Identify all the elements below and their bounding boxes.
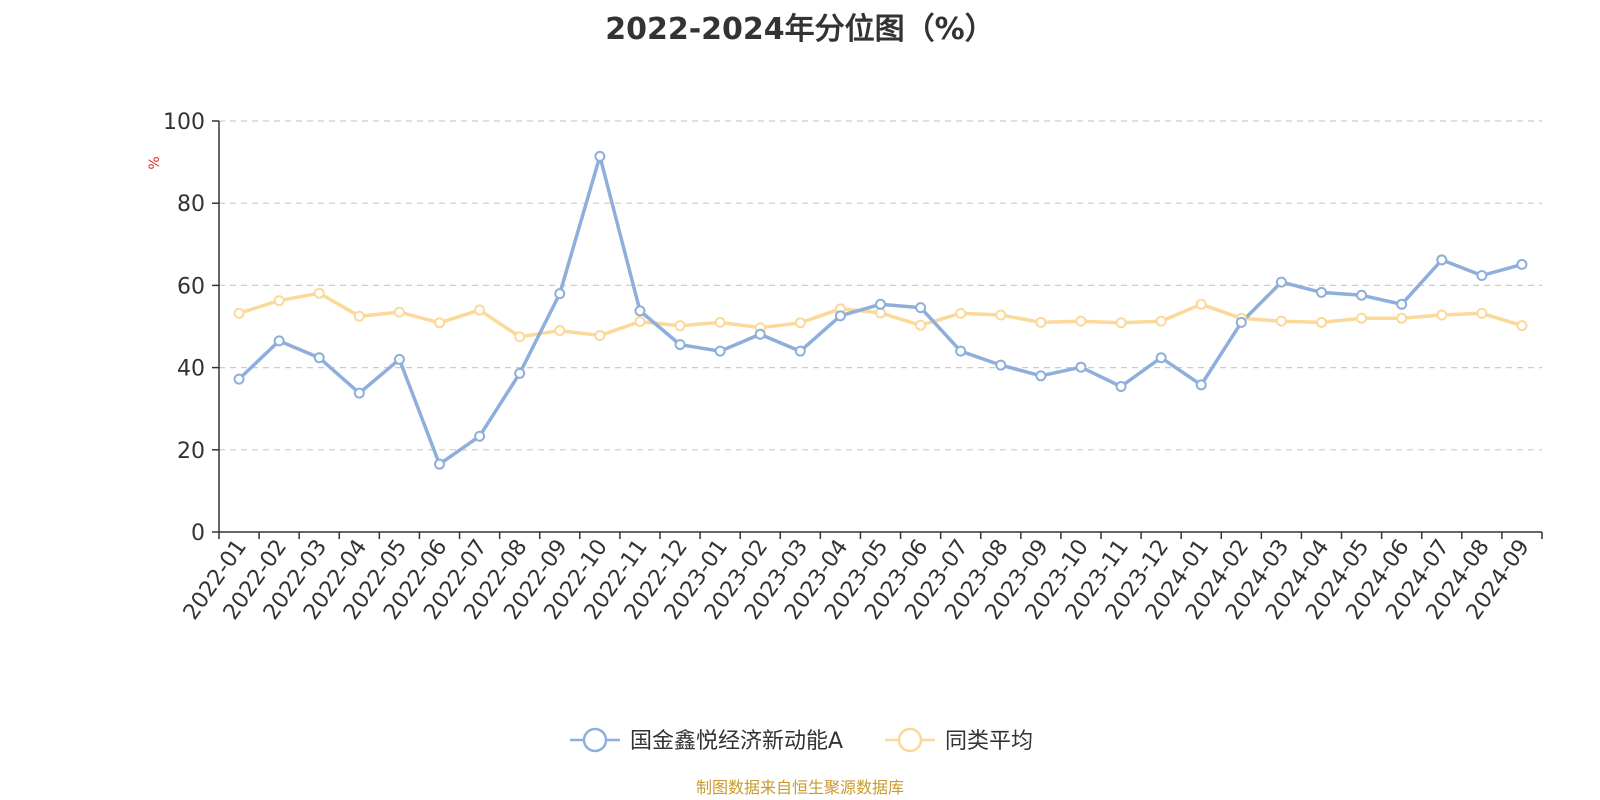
- data-point: [1516, 258, 1528, 270]
- series-lines: [233, 150, 1528, 470]
- legend-label: 同类平均: [945, 729, 1033, 754]
- data-point: [393, 306, 405, 318]
- data-point: [875, 298, 886, 310]
- y-tick-label: 0: [191, 521, 205, 546]
- y-tick-label: 20: [177, 439, 205, 464]
- data-point: [434, 317, 445, 329]
- data-point: [714, 316, 726, 328]
- data-point: [955, 307, 967, 319]
- data-point: [514, 331, 526, 343]
- data-point: [1075, 315, 1087, 327]
- data-point: [674, 339, 686, 351]
- data-point: [233, 307, 245, 319]
- data-point: [834, 310, 846, 322]
- data-point: [313, 287, 325, 299]
- y-tick-label: 60: [177, 274, 205, 299]
- legend[interactable]: 国金鑫悦经济新动能A 同类平均: [570, 727, 1033, 754]
- data-point: [955, 345, 967, 357]
- data-point: [794, 345, 806, 357]
- data-point: [1075, 361, 1087, 373]
- data-point: [474, 430, 486, 442]
- data-point: [915, 319, 927, 331]
- data-point: [554, 325, 566, 337]
- data-point: [1316, 316, 1327, 328]
- data-point: [1316, 286, 1327, 298]
- data-point: [634, 305, 646, 317]
- legend-label: 国金鑫悦经济新动能A: [630, 729, 843, 754]
- data-point: [554, 288, 566, 300]
- data-point: [1195, 298, 1207, 310]
- data-point: [514, 367, 526, 379]
- data-point: [233, 373, 245, 385]
- legend-marker: [897, 727, 923, 753]
- data-point: [1516, 320, 1528, 332]
- data-point: [1436, 309, 1448, 321]
- data-point: [915, 302, 927, 314]
- y-tick-label: 80: [177, 192, 205, 217]
- data-point: [1275, 276, 1287, 288]
- data-point: [995, 359, 1007, 371]
- data-point: [674, 320, 686, 332]
- data-point: [1035, 316, 1047, 328]
- data-point: [273, 335, 285, 347]
- data-point: [1356, 312, 1368, 324]
- data-point: [1396, 312, 1408, 324]
- data-point: [794, 317, 806, 329]
- data-point: [393, 353, 405, 365]
- data-point: [353, 387, 365, 399]
- data-point: [313, 352, 325, 364]
- legend-marker: [582, 727, 608, 753]
- legend-item-0[interactable]: 国金鑫悦经济新动能A: [570, 727, 843, 754]
- data-point: [754, 328, 766, 340]
- data-point: [594, 150, 606, 162]
- legend-item-1[interactable]: 同类平均: [885, 727, 1033, 754]
- data-point: [1195, 379, 1207, 391]
- data-point: [1155, 315, 1167, 327]
- data-point: [1476, 270, 1488, 282]
- data-point: [1476, 307, 1488, 319]
- data-point: [1396, 298, 1408, 310]
- data-point: [594, 330, 606, 342]
- data-source-note: 制图数据来自恒生聚源数据库: [695, 778, 904, 797]
- data-point: [995, 309, 1007, 321]
- data-point: [1115, 317, 1127, 329]
- data-point: [1035, 370, 1047, 382]
- y-tick-label: 100: [163, 110, 205, 135]
- grid-lines: [219, 120, 1542, 451]
- y-axis-unit-label: %: [147, 156, 163, 169]
- data-point: [1275, 315, 1287, 327]
- data-point: [1155, 352, 1167, 364]
- data-point: [353, 310, 365, 322]
- chart-title: 2022-2024年分位图（%）: [605, 12, 995, 47]
- data-point: [714, 345, 726, 357]
- data-point: [634, 316, 646, 328]
- data-point: [474, 304, 486, 316]
- data-point: [273, 295, 285, 307]
- data-point: [1356, 289, 1368, 301]
- data-point: [1436, 254, 1448, 266]
- data-point: [434, 458, 445, 470]
- y-tick-label: 40: [177, 357, 205, 382]
- data-point: [1115, 381, 1127, 393]
- data-point: [1235, 316, 1247, 328]
